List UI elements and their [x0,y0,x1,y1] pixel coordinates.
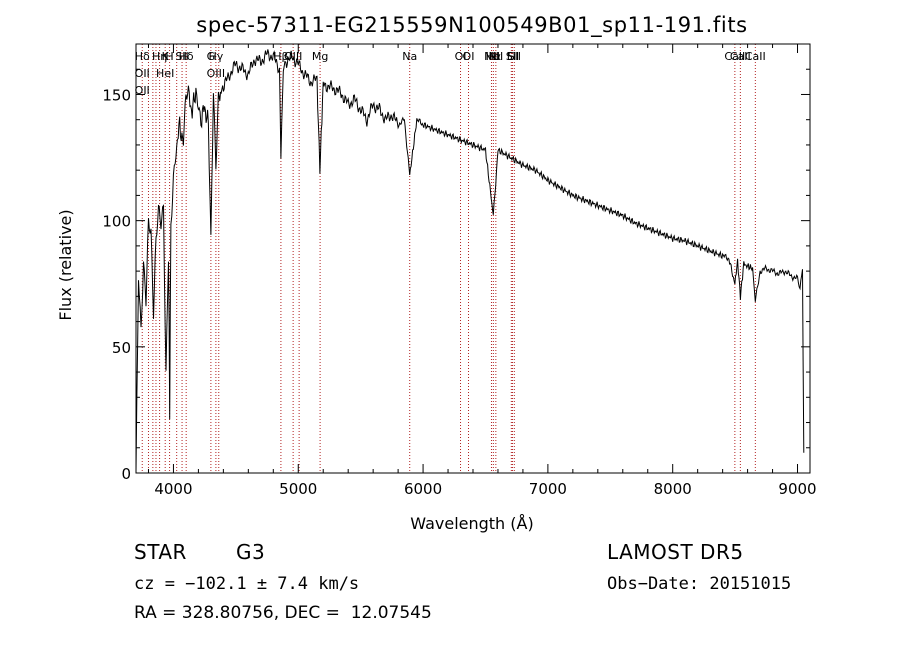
coordinates: RA = 328.80756, DEC = 12.07545 [134,603,432,623]
line-label: Na [402,50,417,63]
line-label: NII [488,50,503,63]
line-label: Li [507,50,516,63]
line-label: NII [484,50,499,63]
spectrum-series-line [135,49,805,473]
line-label: SII [175,50,188,63]
x-tick-label: 4000 [154,480,192,498]
line-label: G [207,50,216,63]
y-tick-label: 50 [112,339,131,357]
line-label: OII [135,84,150,97]
line-label: CaII [724,50,745,63]
line-label: Mg [312,50,328,63]
object-class: STAR [134,540,187,564]
line-label: OII [135,67,150,80]
velocity-info: cz = −102.1 ± 7.4 km/s [134,574,360,594]
line-label: Hδ [179,50,194,63]
chart-title: spec-57311-EG215559N100549B01_sp11-191.f… [196,13,747,38]
axis-ticks: 4000 5000 6000 7000 8000 9000 0 50 100 150 [102,44,817,498]
line-label: Hβ [273,50,288,63]
line-label: CaII [730,50,751,63]
x-tick-label: 6000 [404,480,442,498]
line-label: Hα [486,50,502,63]
line-label: K [162,50,170,63]
line-label: SII [508,50,521,63]
x-tick-label: 5000 [279,480,317,498]
x-tick-label: 9000 [778,480,816,498]
y-tick-label: 0 [121,465,131,483]
observation-date: Obs−Date: 20151015 [607,574,792,594]
x-axis-label: Wavelength (Å) [410,514,533,533]
line-label: OI [463,50,475,63]
y-tick-label: 100 [102,213,131,231]
survey-name: LAMOST DR5 [607,540,744,564]
x-tick-label: 8000 [654,480,692,498]
line-label: OIII [207,67,225,80]
y-axis-label: Flux (relative) [56,209,75,320]
x-tick-label: 7000 [529,480,567,498]
line-label: HeI [156,67,174,80]
line-label: OIII [284,50,302,63]
y-tick-label: 150 [102,86,131,104]
line-label: H [165,50,173,63]
line-label: Hη [152,50,167,63]
line-label: SII [506,50,519,63]
line-markers [141,44,756,473]
line-label: CaII [745,50,766,63]
line-label: OI [455,50,467,63]
plot-frame [135,43,811,474]
object-subclass: G3 [236,540,266,564]
line-label: Hδ [135,50,150,63]
line-label: Hγ [208,50,223,63]
